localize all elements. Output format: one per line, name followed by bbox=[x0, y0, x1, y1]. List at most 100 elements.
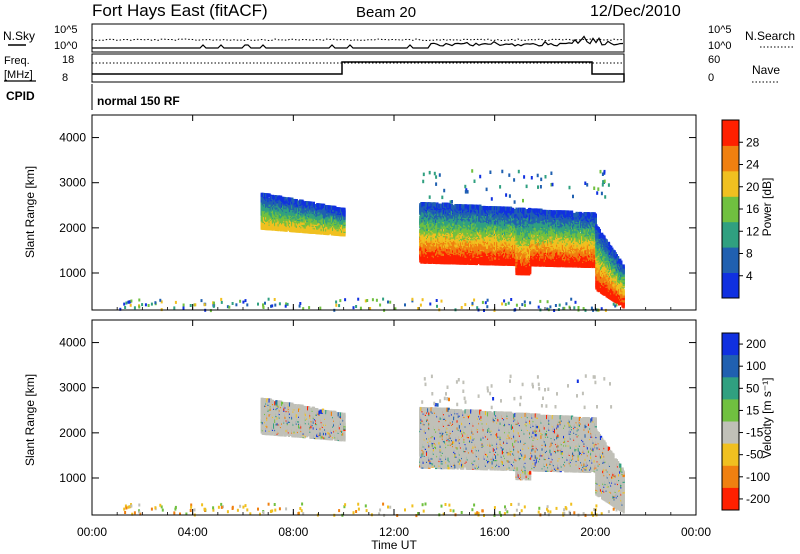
data-cell bbox=[265, 222, 268, 227]
data-cell bbox=[261, 197, 264, 202]
data-cell bbox=[424, 227, 428, 233]
data-cell bbox=[442, 209, 446, 214]
data-cell bbox=[265, 224, 268, 229]
data-cell bbox=[424, 247, 428, 253]
data-cell bbox=[302, 210, 305, 215]
data-cell bbox=[285, 199, 288, 204]
data-cell bbox=[302, 214, 305, 220]
data-cell bbox=[438, 236, 441, 241]
data-cell bbox=[278, 195, 281, 200]
data-cell bbox=[271, 194, 275, 199]
data-cell bbox=[268, 193, 271, 198]
data-cell bbox=[265, 207, 268, 212]
data-cell bbox=[424, 250, 428, 255]
data-cell bbox=[421, 218, 424, 223]
nsky-tick-bottom: 10^0 bbox=[54, 40, 78, 52]
data-cell bbox=[295, 199, 298, 204]
data-cell bbox=[431, 202, 434, 207]
freq-trace bbox=[92, 61, 625, 82]
data-cell bbox=[424, 231, 428, 236]
data-cell bbox=[275, 211, 278, 216]
nsearch-tick-bottom: 10^0 bbox=[708, 40, 732, 52]
data-cell bbox=[428, 252, 431, 257]
freq-tick-top: 18 bbox=[62, 54, 74, 66]
data-cell bbox=[299, 215, 302, 220]
cpid-label: CPID bbox=[6, 89, 35, 103]
data-cell bbox=[292, 221, 295, 226]
data-cell bbox=[278, 213, 281, 218]
data-cell bbox=[288, 205, 292, 210]
nsky-label: N.Sky bbox=[3, 29, 35, 43]
data-cell bbox=[428, 212, 431, 217]
data-cell bbox=[288, 227, 292, 233]
data-cell bbox=[428, 225, 431, 230]
data-cell bbox=[431, 257, 434, 262]
data-cell bbox=[421, 212, 424, 217]
data-cell bbox=[334, 211, 337, 216]
data-cell bbox=[285, 222, 288, 228]
nave-tick-top: 60 bbox=[708, 54, 720, 66]
data-cell bbox=[278, 203, 281, 208]
data-cell bbox=[313, 219, 317, 224]
data-cell bbox=[431, 249, 434, 254]
data-cell bbox=[431, 212, 434, 217]
data-cell bbox=[285, 217, 288, 222]
data-cell bbox=[275, 215, 278, 220]
data-cell bbox=[431, 246, 434, 252]
data-cell bbox=[285, 220, 288, 225]
data-cell bbox=[334, 226, 337, 232]
data-cell bbox=[285, 207, 288, 212]
data-cell bbox=[278, 220, 281, 225]
data-cell bbox=[285, 227, 288, 232]
data-cell bbox=[424, 215, 428, 220]
nsky-tick-top: 10^5 bbox=[54, 24, 78, 36]
data-cell bbox=[334, 217, 337, 222]
data-cell bbox=[317, 225, 320, 230]
data-cell bbox=[312, 201, 315, 206]
data-cell bbox=[261, 223, 264, 228]
data-cell bbox=[288, 197, 292, 202]
data-cell bbox=[424, 217, 428, 222]
data-cell bbox=[310, 214, 313, 219]
power-scatter bbox=[119, 169, 625, 313]
data-cell bbox=[282, 196, 285, 201]
data-cell bbox=[299, 204, 302, 209]
data-cell bbox=[424, 259, 428, 264]
data-cell bbox=[435, 239, 438, 245]
data-cell bbox=[292, 205, 295, 211]
data-cell bbox=[428, 202, 431, 207]
data-cell bbox=[307, 201, 310, 206]
data-cell bbox=[268, 211, 271, 216]
data-cell bbox=[334, 223, 337, 228]
data-cell bbox=[285, 214, 288, 219]
data-cell bbox=[261, 215, 264, 220]
data-cell bbox=[343, 207, 346, 212]
data-cell bbox=[442, 202, 446, 207]
data-cell bbox=[435, 218, 438, 223]
data-cell bbox=[282, 212, 285, 217]
data-cell bbox=[278, 207, 281, 212]
data-cell bbox=[295, 212, 298, 217]
data-cell bbox=[428, 244, 431, 249]
data-cell bbox=[310, 201, 313, 206]
data-cell bbox=[310, 203, 313, 208]
data-cell bbox=[424, 202, 428, 207]
data-cell bbox=[442, 249, 446, 254]
data-cell bbox=[265, 193, 268, 198]
data-cell bbox=[313, 213, 317, 218]
cpid-value: normal 150 RF bbox=[97, 94, 180, 108]
date-title: 12/Dec/2010 bbox=[590, 3, 681, 20]
data-cell bbox=[299, 210, 302, 215]
data-cell bbox=[431, 204, 434, 209]
data-cell bbox=[421, 202, 424, 207]
data-cell bbox=[442, 254, 446, 259]
data-cell bbox=[310, 219, 313, 224]
data-cell bbox=[268, 202, 271, 207]
nsearch-trace bbox=[91, 38, 624, 42]
data-cell bbox=[334, 209, 337, 214]
data-cell bbox=[292, 200, 295, 205]
data-cell bbox=[438, 213, 441, 218]
freq-unit-label: [MHz] bbox=[4, 69, 33, 81]
data-cell bbox=[317, 203, 320, 208]
